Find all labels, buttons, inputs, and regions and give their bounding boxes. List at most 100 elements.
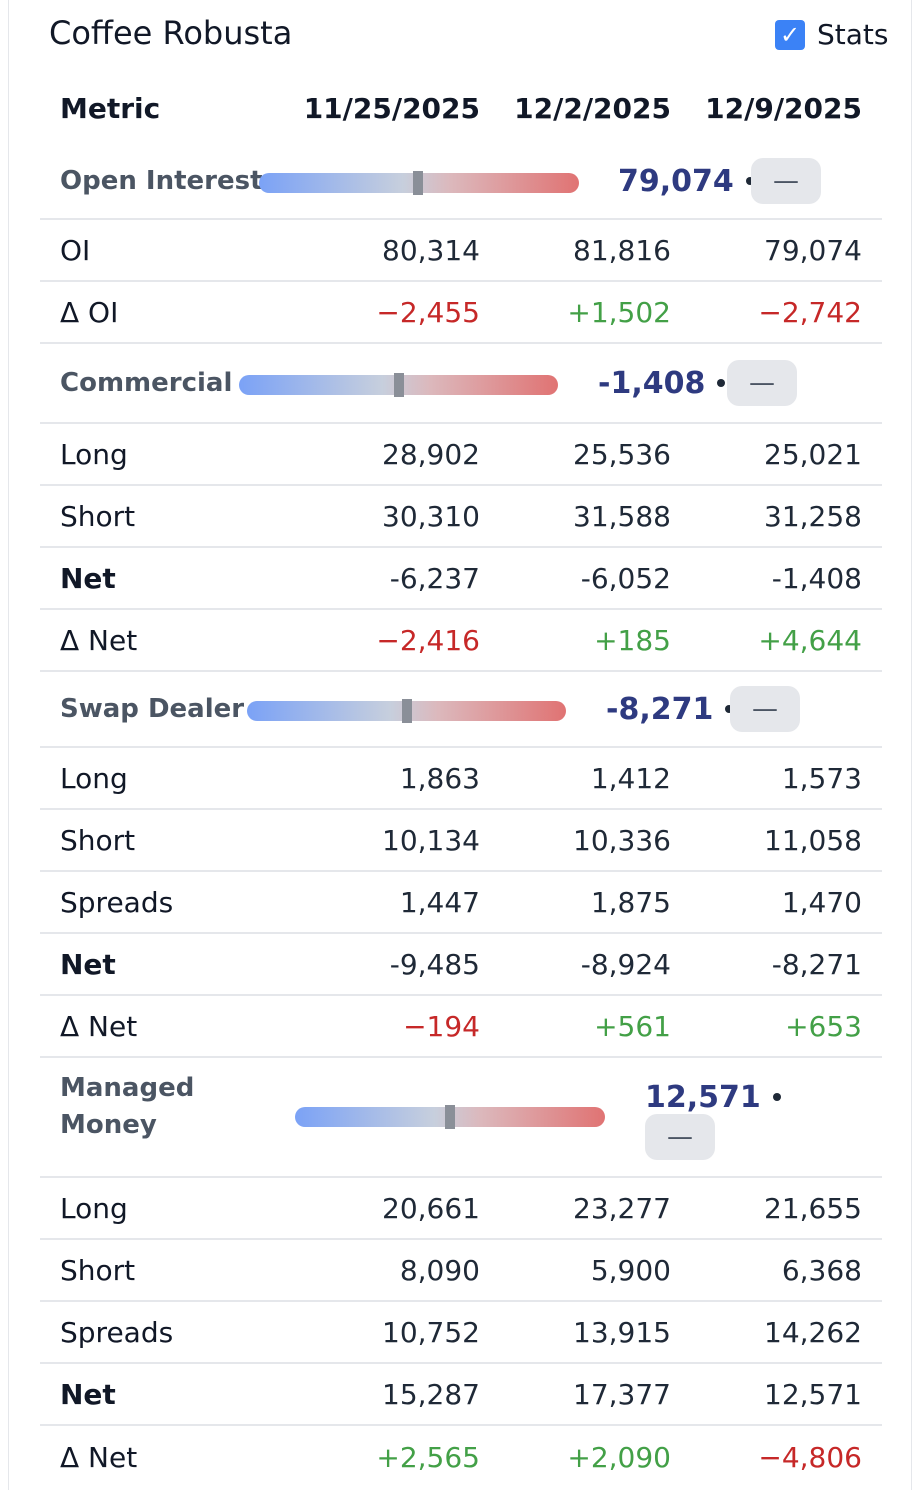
stats-checkbox[interactable]: ✓ [775,19,805,50]
range-bar [295,1105,605,1129]
section-name: Swap Dealer [60,694,245,724]
table-row: Spreads 1,447 1,875 1,470 [40,872,882,934]
header-metric: Metric [60,91,161,125]
table-row: Δ Net −194 +561 +653 [40,996,882,1058]
cell-value: 1,863 [399,761,480,795]
cot-table: Metric 11/25/2025 12/2/2025 12/9/2025 Op… [40,72,882,1488]
table-header: Metric 11/25/2025 12/2/2025 12/9/2025 [40,72,882,144]
section-header-swap-dealer: Swap Dealer -8,271 — [40,672,882,748]
section-name: Commercial [60,368,233,398]
cell-value: 17,377 [573,1377,671,1411]
range-bar [259,171,579,195]
cell-value: +653 [785,1009,862,1043]
range-bar [239,373,558,397]
section-header-open-interest: Open Interest 79,074 — [40,144,882,220]
table-row: Short 8,090 5,900 6,368 [40,1240,882,1302]
row-label: Long [60,437,128,471]
cell-value: 1,573 [781,761,862,795]
cell-value: -9,485 [389,947,480,981]
cell-value: −194 [403,1009,480,1043]
collapse-button[interactable]: — [727,360,797,406]
dot-icon [725,705,734,713]
row-label: OI [60,233,91,267]
cell-value: +4,644 [758,623,862,657]
cell-value: −2,742 [758,295,862,329]
cell-value: 79,074 [764,233,862,267]
row-label: Δ OI [60,295,119,329]
cell-value: 81,816 [573,233,671,267]
row-label: Short [60,1253,136,1287]
header-date-1: 11/25/2025 [303,91,480,125]
range-marker [394,373,404,397]
row-label: Long [60,761,128,795]
row-label: Δ Net [60,1440,138,1474]
cell-value: 23,277 [573,1191,671,1225]
cell-value: 15,287 [382,1377,480,1411]
range-bar [247,699,566,723]
range-marker [402,699,412,723]
section-name: Open Interest [60,166,263,196]
dot-icon [745,177,754,185]
cell-value: −2,455 [376,295,480,329]
section-name: Managed Money [60,1073,195,1140]
row-label: Net [60,1377,116,1411]
cell-value: -1,408 [771,561,862,595]
cell-value: −2,416 [376,623,480,657]
row-label: Long [60,1191,128,1225]
cell-value: 12,571 [764,1377,862,1411]
cell-value: -6,052 [580,561,671,595]
cell-value: 20,661 [382,1191,480,1225]
cell-value: 10,134 [382,823,480,857]
cell-value: 1,875 [590,885,671,919]
cell-value: 30,310 [382,499,480,533]
cell-value: +2,090 [567,1440,671,1474]
section-value: -8,271 [606,672,734,746]
section-header-managed-money: Managed Money 12,571 — [40,1058,882,1178]
cell-value: 14,262 [764,1315,862,1349]
row-label: Spreads [60,1315,174,1349]
cell-value: 10,752 [382,1315,480,1349]
collapse-button[interactable]: — [730,686,800,732]
cell-value: 31,588 [573,499,671,533]
cot-panel: Coffee Robusta ✓ Stats [8,0,912,1490]
stats-toggle[interactable]: ✓ Stats [775,18,888,51]
cell-value: +1,502 [567,295,671,329]
cell-value: 11,058 [764,823,862,857]
table-row: Δ Net −2,416 +185 +4,644 [40,610,882,672]
section-value: 12,571 [645,1078,781,1116]
stats-label: Stats [817,18,889,51]
cell-value: 10,336 [573,823,671,857]
panel-title: Coffee Robusta [49,14,293,52]
cell-value: −4,806 [758,1440,862,1474]
table-row: Δ OI −2,455 +1,502 −2,742 [40,282,882,344]
cell-value: 80,314 [382,233,480,267]
table-row: Long 20,661 23,277 21,655 [40,1178,882,1240]
cell-value: -8,924 [580,947,671,981]
row-label: Δ Net [60,1009,138,1043]
cell-value: -8,271 [771,947,862,981]
table-row: Short 30,310 31,588 31,258 [40,486,882,548]
cell-value: +2,565 [376,1440,480,1474]
section-value: 79,074 [618,144,754,218]
row-label: Net [60,947,116,981]
dot-icon [772,1093,781,1101]
collapse-button[interactable]: — [645,1114,715,1160]
row-label: Net [60,561,116,595]
row-label: Spreads [60,885,174,919]
row-label: Δ Net [60,623,138,657]
table-row: OI 80,314 81,816 79,074 [40,220,882,282]
cell-value: 13,915 [573,1315,671,1349]
cell-value: 28,902 [382,437,480,471]
cell-value: +185 [594,623,671,657]
cell-value: +561 [594,1009,671,1043]
cell-value: 31,258 [764,499,862,533]
range-marker [413,171,423,195]
cell-value: 21,655 [764,1191,862,1225]
table-row: Spreads 10,752 13,915 14,262 [40,1302,882,1364]
dot-icon [717,379,726,387]
section-header-commercial: Commercial -1,408 — [40,344,882,424]
table-row: Short 10,134 10,336 11,058 [40,810,882,872]
cell-value: 8,090 [399,1253,480,1287]
table-row: Long 28,902 25,536 25,021 [40,424,882,486]
collapse-button[interactable]: — [751,158,821,204]
